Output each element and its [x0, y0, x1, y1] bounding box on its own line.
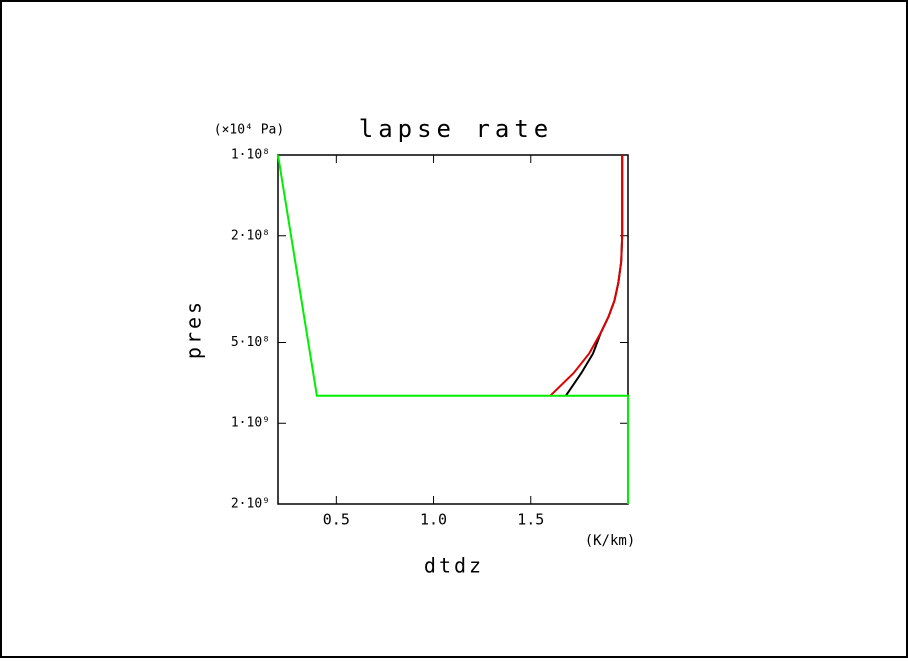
line-series [549, 155, 624, 397]
y-tick-label: 2·10⁹ [231, 497, 270, 512]
y-unit: (×10⁴ Pa) [214, 123, 284, 138]
plot-frame [277, 154, 629, 505]
x-tick-label: 1.0 [420, 511, 447, 529]
chart-title: lapse rate [359, 115, 554, 143]
y-tick-label: 5·10⁸ [231, 335, 270, 350]
y-label: pres [182, 299, 206, 359]
y-tick-label: 1·10⁹ [231, 416, 270, 431]
x-tick-label: 1.5 [517, 511, 544, 529]
x-unit: (K/km) [585, 533, 636, 549]
line-series [277, 154, 629, 504]
y-tick-label: 1·10⁸ [231, 148, 270, 163]
x-label: dtdz [424, 554, 484, 578]
y-tick-label: 2·10⁸ [231, 228, 270, 243]
x-tick-label: 0.5 [323, 511, 350, 529]
